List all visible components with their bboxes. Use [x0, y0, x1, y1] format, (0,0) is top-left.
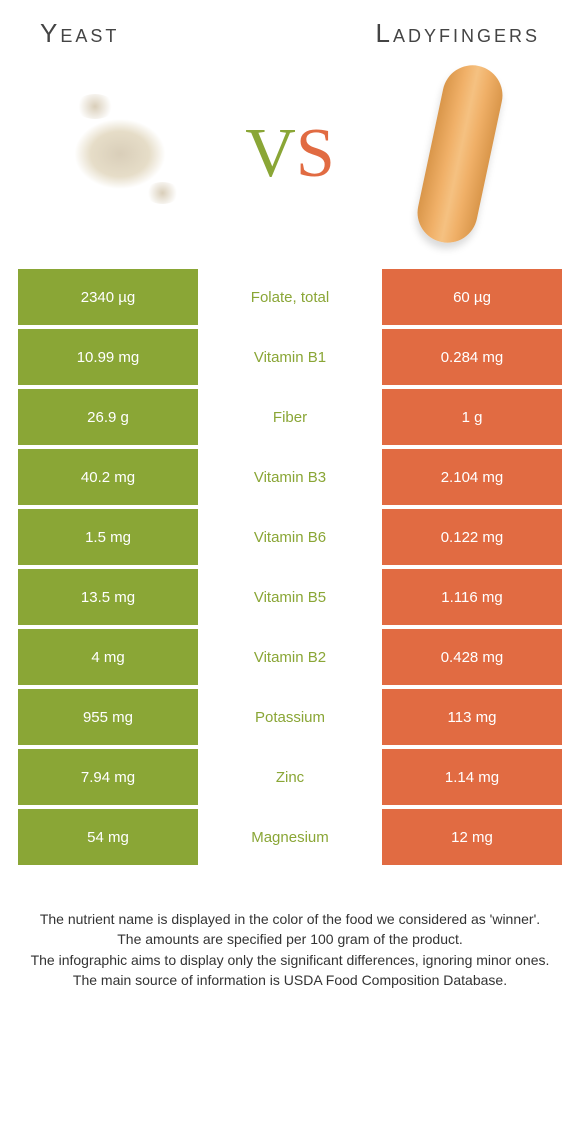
image-row: VS — [0, 59, 580, 269]
nutrient-label: Zinc — [198, 749, 382, 805]
right-value: 0.284 mg — [382, 329, 562, 385]
nutrient-label: Vitamin B6 — [198, 509, 382, 565]
left-value: 4 mg — [18, 629, 198, 685]
vs-v: V — [245, 115, 296, 192]
ladyfinger-image — [370, 64, 550, 244]
table-row: 40.2 mgVitamin B32.104 mg — [18, 449, 562, 505]
left-food-title: Yeast — [40, 18, 119, 49]
footer-line: The main source of information is USDA F… — [28, 970, 552, 990]
header: Yeast Ladyfingers — [0, 0, 580, 59]
right-value: 0.428 mg — [382, 629, 562, 685]
nutrient-label: Vitamin B1 — [198, 329, 382, 385]
right-value: 60 µg — [382, 269, 562, 325]
left-value: 1.5 mg — [18, 509, 198, 565]
left-value: 2340 µg — [18, 269, 198, 325]
left-value: 10.99 mg — [18, 329, 198, 385]
vs-label: VS — [245, 114, 335, 194]
right-value: 0.122 mg — [382, 509, 562, 565]
yeast-image — [30, 64, 210, 244]
table-row: 13.5 mgVitamin B51.116 mg — [18, 569, 562, 625]
footer-line: The amounts are specified per 100 gram o… — [28, 929, 552, 949]
nutrient-label: Vitamin B2 — [198, 629, 382, 685]
right-value: 1.14 mg — [382, 749, 562, 805]
table-row: 10.99 mgVitamin B10.284 mg — [18, 329, 562, 385]
table-row: 54 mgMagnesium12 mg — [18, 809, 562, 865]
table-row: 26.9 gFiber1 g — [18, 389, 562, 445]
table-row: 955 mgPotassium113 mg — [18, 689, 562, 745]
table-row: 4 mgVitamin B20.428 mg — [18, 629, 562, 685]
footer-line: The nutrient name is displayed in the co… — [28, 909, 552, 929]
left-value: 955 mg — [18, 689, 198, 745]
left-value: 54 mg — [18, 809, 198, 865]
nutrient-label: Folate, total — [198, 269, 382, 325]
right-value: 2.104 mg — [382, 449, 562, 505]
yeast-icon — [55, 99, 185, 209]
comparison-table: 2340 µgFolate, total60 µg10.99 mgVitamin… — [18, 269, 562, 865]
nutrient-label: Magnesium — [198, 809, 382, 865]
nutrient-label: Vitamin B5 — [198, 569, 382, 625]
right-food-title: Ladyfingers — [376, 18, 540, 49]
footer-notes: The nutrient name is displayed in the co… — [0, 869, 580, 990]
right-value: 1.116 mg — [382, 569, 562, 625]
right-value: 1 g — [382, 389, 562, 445]
nutrient-label: Fiber — [198, 389, 382, 445]
left-value: 7.94 mg — [18, 749, 198, 805]
right-value: 113 mg — [382, 689, 562, 745]
ladyfinger-icon — [412, 60, 508, 249]
table-row: 1.5 mgVitamin B60.122 mg — [18, 509, 562, 565]
vs-s: S — [296, 115, 335, 192]
table-row: 2340 µgFolate, total60 µg — [18, 269, 562, 325]
nutrient-label: Vitamin B3 — [198, 449, 382, 505]
left-value: 40.2 mg — [18, 449, 198, 505]
left-value: 13.5 mg — [18, 569, 198, 625]
footer-line: The infographic aims to display only the… — [28, 950, 552, 970]
right-value: 12 mg — [382, 809, 562, 865]
table-row: 7.94 mgZinc1.14 mg — [18, 749, 562, 805]
left-value: 26.9 g — [18, 389, 198, 445]
nutrient-label: Potassium — [198, 689, 382, 745]
